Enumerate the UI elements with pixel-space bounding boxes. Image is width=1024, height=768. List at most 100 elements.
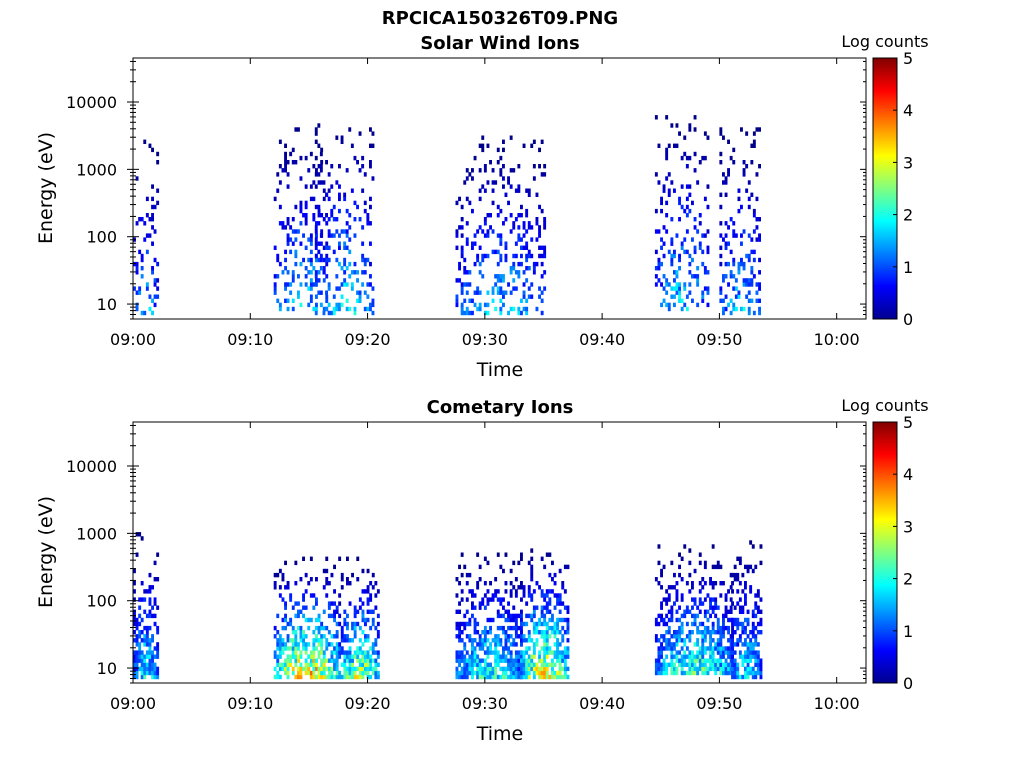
heatmap-cell [520, 552, 523, 557]
heatmap-cell [151, 184, 154, 189]
heatmap-cell [332, 204, 336, 210]
heatmap-cell [514, 270, 518, 275]
heatmap-cell [563, 666, 567, 672]
heatmap-cell [746, 642, 750, 647]
heatmap-cell [286, 306, 290, 312]
heatmap-cell [540, 261, 544, 267]
heatmap-cell [522, 585, 526, 590]
heatmap-cell [491, 180, 495, 185]
heatmap-cell [364, 617, 367, 623]
heatmap-cell [749, 650, 753, 655]
x-axis-label-cometary: Time [476, 723, 524, 745]
heatmap-cell [751, 630, 755, 635]
heatmap-cell [698, 609, 702, 614]
heatmap-cell [465, 650, 469, 655]
heatmap-cell [343, 666, 347, 672]
heatmap-cell [338, 261, 341, 267]
heatmap-cell [273, 274, 277, 279]
heatmap-cell [688, 589, 692, 594]
heatmap-cell [369, 160, 372, 165]
heatmap-cell [489, 674, 492, 680]
heatmap-cell [525, 646, 529, 651]
heatmap-cell [361, 630, 365, 635]
heatmap-cell [499, 155, 503, 161]
heatmap-cell [724, 662, 728, 667]
heatmap-cell [540, 245, 544, 250]
heatmap-cell [348, 650, 352, 655]
heatmap-cell [333, 634, 336, 639]
heatmap-cell [683, 151, 687, 157]
heatmap-cell [502, 294, 505, 299]
heatmap-cell [504, 192, 508, 197]
heatmap-cell [514, 593, 518, 598]
heatmap-cell [722, 670, 725, 676]
heatmap-cell [727, 168, 730, 173]
heatmap-cell [532, 650, 536, 655]
heatmap-cell [727, 654, 730, 659]
heatmap-cell [309, 298, 313, 303]
heatmap-cell [509, 229, 513, 234]
heatmap-cell [468, 634, 472, 639]
heatmap-cell [309, 282, 313, 287]
heatmap-cell [140, 536, 144, 541]
heatmap-cell [667, 609, 671, 614]
heatmap-cell [309, 556, 313, 561]
heatmap-cell [138, 613, 142, 619]
heatmap-cell [525, 188, 529, 193]
heatmap-cell [473, 621, 477, 627]
heatmap-cell [755, 225, 759, 230]
x-tick-label: 09:10 [227, 694, 273, 713]
heatmap-cell [701, 261, 705, 267]
heatmap-cell [135, 625, 139, 631]
heatmap-cell [499, 298, 503, 303]
heatmap-cell [481, 670, 485, 676]
heatmap-cell [297, 646, 300, 651]
heatmap-cell [478, 658, 482, 663]
heatmap-cell [327, 245, 331, 250]
heatmap-cell [348, 306, 352, 312]
heatmap-cell [654, 670, 658, 676]
heatmap-cell [734, 294, 738, 299]
heatmap-cell [335, 257, 339, 263]
heatmap-cell [299, 638, 303, 643]
heatmap-cell [478, 168, 482, 173]
heatmap-cell [317, 221, 321, 226]
heatmap-cell [667, 646, 671, 651]
heatmap-cell [522, 650, 526, 655]
heatmap-cell [719, 290, 723, 295]
heatmap-cell [716, 617, 720, 623]
heatmap-cell [346, 577, 349, 582]
heatmap-cell [314, 310, 318, 316]
heatmap-cell [660, 585, 663, 590]
heatmap-cell [660, 662, 663, 667]
heatmap-cell [460, 310, 464, 316]
heatmap-cell [553, 674, 557, 680]
heatmap-cell [706, 270, 710, 275]
heatmap-cell [535, 638, 539, 643]
heatmap-cell [522, 225, 526, 230]
heatmap-cell [701, 642, 705, 647]
heatmap-cell [465, 670, 469, 676]
heatmap-cell [703, 613, 707, 619]
heatmap-cell [297, 666, 300, 672]
heatmap-cell [471, 168, 474, 173]
heatmap-cell [361, 617, 365, 623]
heatmap-cell [680, 638, 684, 643]
heatmap-cell [151, 654, 154, 659]
heatmap-cell [156, 200, 160, 206]
heatmap-cell [745, 294, 749, 299]
heatmap-cell [358, 217, 362, 222]
heatmap-cell [343, 229, 347, 234]
heatmap-cell [714, 564, 718, 570]
heatmap-cell [320, 634, 324, 639]
heatmap-cell [716, 666, 720, 672]
heatmap-cell [740, 261, 743, 267]
heatmap-cell [335, 302, 339, 308]
heatmap-cell [724, 593, 728, 598]
heatmap-cell [729, 585, 733, 590]
heatmap-cell [556, 617, 559, 623]
heatmap-cell [153, 257, 157, 263]
heatmap-cell [724, 670, 728, 676]
heatmap-cell [496, 625, 500, 631]
